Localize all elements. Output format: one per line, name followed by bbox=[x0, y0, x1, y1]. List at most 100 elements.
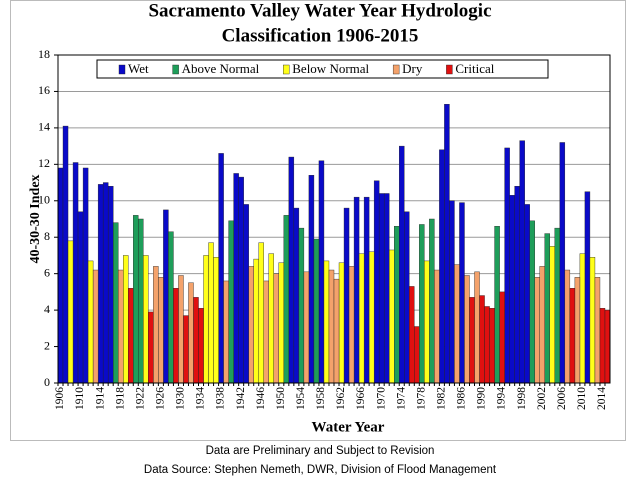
bar bbox=[123, 255, 129, 384]
y-axis-label: 40-30-30 Index bbox=[28, 174, 43, 263]
bar bbox=[203, 255, 209, 384]
bar bbox=[293, 207, 300, 384]
bar bbox=[569, 288, 576, 384]
bar bbox=[213, 257, 219, 384]
y-tick-label: 12 bbox=[38, 156, 50, 170]
x-tick-label: 1922 bbox=[134, 387, 146, 410]
bar bbox=[72, 162, 79, 384]
legend-swatch bbox=[283, 64, 290, 75]
bar bbox=[534, 277, 540, 384]
x-tick-label: 1950 bbox=[275, 387, 287, 410]
bar bbox=[278, 262, 285, 384]
bar bbox=[62, 125, 69, 384]
bar bbox=[419, 224, 425, 384]
bar bbox=[148, 311, 154, 384]
bar bbox=[373, 180, 380, 384]
chart-title: Sacramento Valley Water Year Hydrologic bbox=[148, 0, 491, 21]
bar bbox=[514, 185, 520, 384]
bar bbox=[464, 275, 470, 384]
bar bbox=[288, 156, 295, 384]
bar bbox=[313, 238, 320, 384]
y-tick-label: 6 bbox=[44, 265, 50, 279]
x-tick-label: 2010 bbox=[576, 387, 588, 410]
bar bbox=[584, 191, 591, 384]
x-tick-label: 1978 bbox=[415, 387, 427, 410]
bar bbox=[308, 175, 315, 384]
bar bbox=[604, 309, 611, 384]
bar bbox=[253, 258, 259, 384]
x-tick-label: 1954 bbox=[295, 387, 307, 410]
x-tick-label: 2006 bbox=[556, 387, 568, 410]
bar bbox=[228, 220, 234, 384]
legend-label: Critical bbox=[455, 61, 494, 76]
bar bbox=[489, 308, 495, 384]
bar bbox=[589, 257, 596, 384]
bar bbox=[183, 315, 189, 384]
bar bbox=[404, 211, 410, 384]
bar bbox=[564, 269, 571, 384]
bar bbox=[102, 182, 109, 384]
x-tick-label: 1926 bbox=[155, 387, 167, 410]
y-tick-label: 18 bbox=[38, 47, 50, 61]
bar bbox=[368, 251, 375, 384]
x-tick-label: 1938 bbox=[215, 387, 227, 410]
note: Data Source: Stephen Nemeth, DWR, Divisi… bbox=[144, 464, 497, 476]
bar bbox=[243, 204, 249, 384]
legend-box bbox=[96, 59, 549, 79]
y-tick-label: 0 bbox=[44, 375, 50, 389]
note: Data are Preliminary and Subject to Revi… bbox=[206, 445, 435, 457]
bar bbox=[499, 291, 505, 384]
y-tick-label: 10 bbox=[38, 193, 50, 207]
bar bbox=[599, 308, 606, 384]
bar bbox=[459, 202, 465, 384]
bar bbox=[223, 280, 229, 384]
y-tick-label: 8 bbox=[44, 229, 50, 243]
bar bbox=[323, 260, 330, 384]
bar bbox=[559, 142, 566, 384]
bar bbox=[318, 160, 325, 384]
bar bbox=[258, 242, 264, 384]
bar bbox=[394, 226, 400, 384]
x-tick-label: 1914 bbox=[94, 387, 106, 410]
x-tick-label: 1966 bbox=[355, 387, 367, 410]
bar bbox=[163, 209, 169, 384]
bar bbox=[439, 149, 445, 384]
bar bbox=[454, 264, 460, 384]
x-tick-label: 1986 bbox=[456, 387, 468, 410]
bar bbox=[82, 167, 89, 384]
bar bbox=[303, 271, 310, 384]
bar bbox=[574, 277, 581, 384]
y-tick-label: 2 bbox=[44, 338, 50, 352]
legend-label: Wet bbox=[128, 61, 149, 76]
legend-swatch bbox=[446, 64, 453, 75]
x-tick-label: 1998 bbox=[516, 387, 528, 410]
bar bbox=[509, 195, 515, 384]
y-tick-label: 14 bbox=[38, 120, 50, 134]
bar bbox=[263, 280, 269, 384]
bar bbox=[128, 288, 134, 384]
bar bbox=[474, 271, 480, 384]
bar bbox=[248, 266, 254, 384]
bar bbox=[107, 185, 114, 384]
bar bbox=[594, 277, 601, 384]
x-tick-label: 1946 bbox=[255, 387, 267, 410]
bar bbox=[353, 196, 360, 384]
bar bbox=[298, 227, 305, 384]
bar bbox=[424, 260, 430, 384]
x-tick-label: 1974 bbox=[395, 387, 407, 410]
bar bbox=[383, 193, 390, 384]
x-tick-label: 2002 bbox=[536, 387, 548, 410]
legend-swatch bbox=[392, 64, 400, 75]
x-tick-label: 1994 bbox=[496, 387, 508, 410]
bar bbox=[173, 288, 179, 384]
bar bbox=[504, 147, 510, 384]
bar bbox=[158, 277, 164, 384]
x-tick-label: 1934 bbox=[195, 387, 207, 410]
x-tick-label: 1970 bbox=[375, 387, 387, 410]
bar bbox=[273, 273, 280, 384]
bar bbox=[378, 193, 385, 384]
bar bbox=[283, 215, 290, 384]
bar bbox=[539, 266, 545, 384]
y-tick-label: 16 bbox=[38, 83, 50, 97]
